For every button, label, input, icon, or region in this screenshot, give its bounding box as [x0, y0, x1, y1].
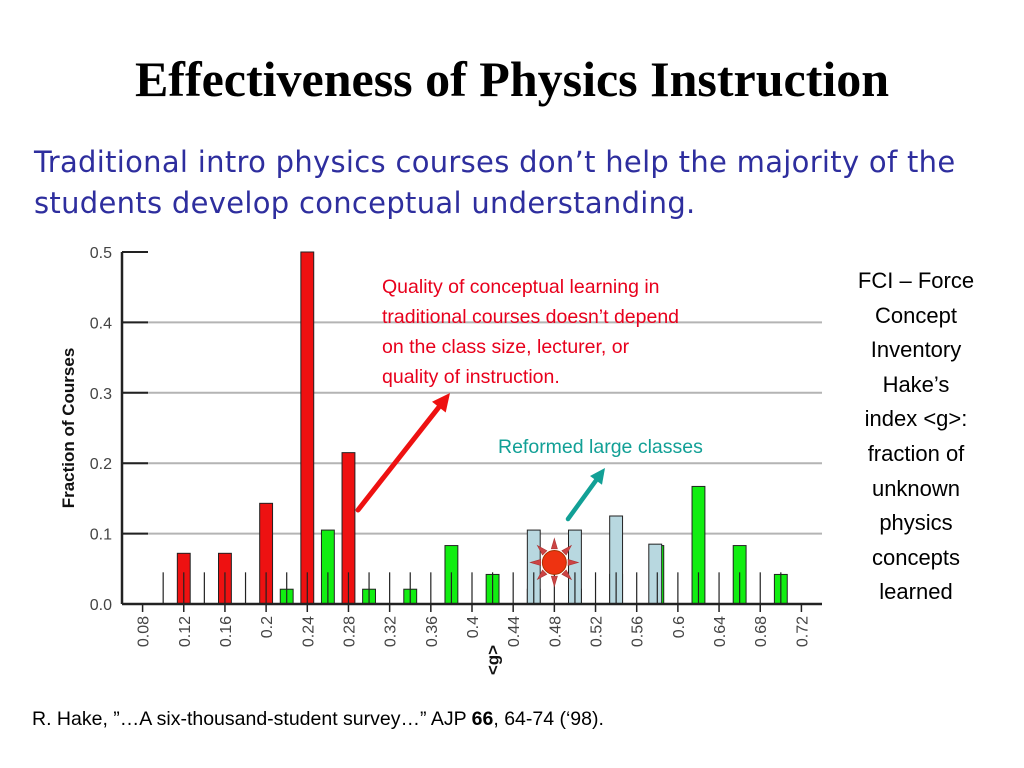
- x-tick-label: 0.4: [465, 616, 482, 638]
- side-note: FCI – Force Concept Inventory Hake’s ind…: [832, 264, 1000, 610]
- citation-pages: , 64-74 (‘98).: [493, 708, 604, 730]
- annotation-red-line: Quality of conceptual learning in: [382, 276, 660, 298]
- x-axis-title: <g>: [484, 645, 503, 675]
- x-tick-label: 0.48: [547, 616, 564, 647]
- y-tick-label: 0.0: [90, 597, 112, 614]
- x-tick-label: 0.64: [712, 616, 729, 647]
- side-note-line: unknown: [871, 475, 961, 501]
- x-tick-label: 0.28: [341, 616, 358, 647]
- y-axis-title: Fraction of Courses: [59, 348, 78, 509]
- page-title: Effectiveness of Physics Instruction: [134, 51, 890, 107]
- x-tick-label: 0.16: [218, 616, 235, 647]
- x-tick-label: 0.6: [671, 616, 688, 638]
- red-arrow-shaft: [355, 404, 442, 513]
- annotation-red-line: quality of instruction.: [382, 366, 560, 388]
- annotation-red-line: traditional courses doesn’t depend: [382, 306, 680, 328]
- annotation-red: Quality of conceptual learning in tradit…: [382, 272, 782, 392]
- x-tick-label: 0.2: [259, 616, 276, 638]
- side-note-line: concepts: [871, 544, 961, 570]
- x-tick-label: 0.32: [383, 616, 400, 647]
- side-note-line: Hake’s: [882, 371, 950, 397]
- marker-ray: [536, 569, 548, 581]
- side-note-line: index <g>:: [864, 406, 968, 432]
- teal-arrow-head: [590, 468, 605, 485]
- x-tick-label: 0.72: [794, 616, 811, 647]
- x-tick-label: 0.08: [136, 616, 153, 647]
- red-arrow-head: [432, 393, 450, 413]
- marker-ray: [536, 544, 548, 556]
- marker-ray: [550, 575, 558, 588]
- subtitle: Traditional intro physics courses don’t …: [34, 145, 956, 220]
- x-tick-label: 0.56: [630, 616, 647, 647]
- annotation-red-line: on the class size, lecturer, or: [382, 336, 630, 358]
- side-note-line: physics: [879, 510, 953, 536]
- y-tick-label: 0.4: [90, 315, 112, 332]
- y-tick-label: 0.2: [90, 456, 112, 473]
- y-tick-label: 0.5: [90, 245, 112, 262]
- marker-ray: [561, 569, 573, 581]
- side-note-line: learned: [879, 579, 953, 605]
- marker-ray: [561, 544, 573, 556]
- marker-ray: [567, 559, 580, 566]
- x-tick-label: 0.68: [753, 616, 770, 647]
- marker-ray: [529, 559, 541, 566]
- side-note-line: Concept: [875, 302, 957, 328]
- marker-ray: [550, 537, 558, 550]
- bar: [300, 251, 315, 605]
- marker-point: [541, 549, 567, 575]
- histogram-chart: 0.0 0.1 0.2 0.3 0.4 0.5 0.08 0.12 0.16 0.2 0.24 0.2…: [59, 245, 822, 675]
- x-tick-label: 0.36: [424, 616, 441, 647]
- side-note-line: FCI – Force: [857, 268, 975, 293]
- side-note-line: Inventory: [870, 337, 962, 363]
- x-tick-label: 0.52: [589, 616, 606, 647]
- citation-text: R. Hake, ”…A six-thousand-student survey…: [32, 708, 472, 730]
- x-tick-label: 0.24: [300, 616, 317, 647]
- citation: R. Hake, ”…A six-thousand-student survey…: [32, 708, 604, 731]
- side-note-line: fraction of: [867, 440, 965, 466]
- x-tick-label: 0.12: [177, 616, 194, 647]
- citation-volume: 66: [471, 708, 494, 730]
- teal-arrow-shaft: [565, 478, 599, 522]
- y-tick-label: 0.3: [90, 386, 112, 403]
- annotation-teal: Reformed large classes: [498, 436, 703, 458]
- bar: [648, 543, 663, 605]
- x-tick-label: 0.44: [506, 616, 523, 647]
- y-tick-label: 0.1: [90, 527, 112, 544]
